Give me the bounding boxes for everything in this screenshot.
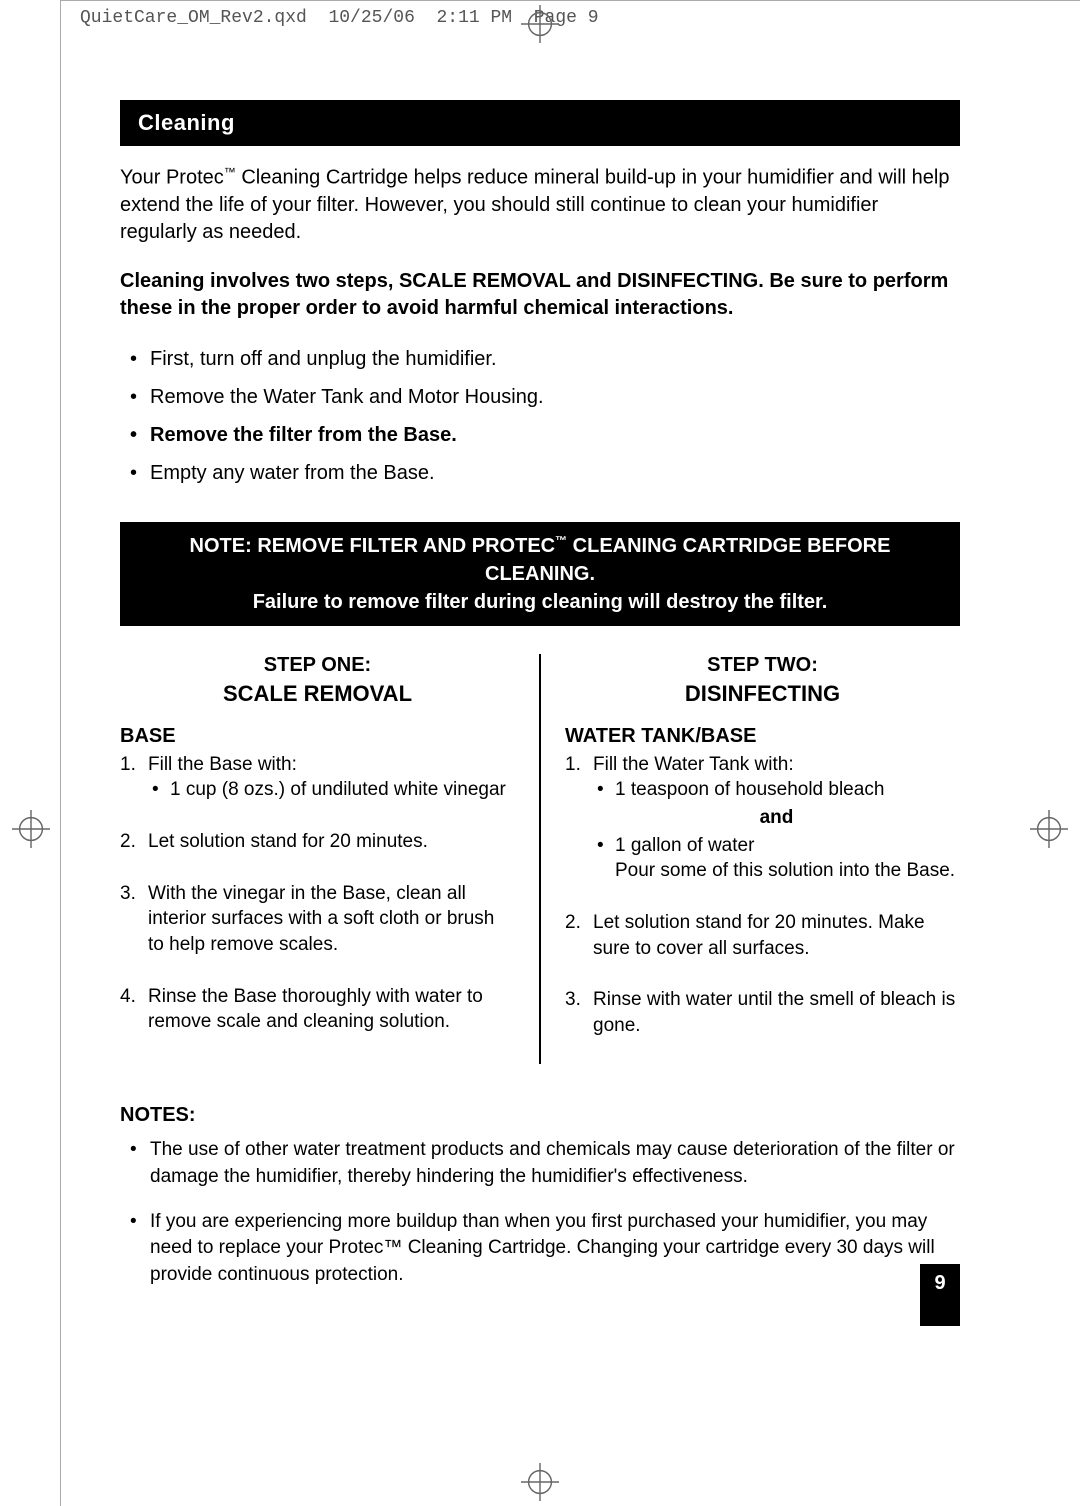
registration-mark-bottom (521, 1463, 559, 1501)
section-title: Cleaning (138, 110, 235, 135)
bullet-item: Remove the Water Tank and Motor Housing. (120, 378, 960, 416)
meta-filename: QuietCare_OM_Rev2.qxd (80, 8, 307, 28)
crop-frame-top (60, 0, 1080, 1)
crop-frame-left (60, 0, 61, 1506)
meta-date: 10/25/06 (328, 8, 414, 28)
bullet-item-bold: Remove the filter from the Base. (120, 416, 960, 454)
notes-heading: NOTES: (120, 1104, 960, 1127)
inner-bullet: 1 gallon of water (593, 833, 960, 859)
section-heading-bar: Cleaning (120, 100, 960, 146)
registration-mark-top (521, 5, 559, 43)
step-item: Fill the Water Tank with: 1 teaspoon of … (565, 752, 960, 884)
intro-pre: Your Protec (120, 167, 224, 189)
note-pre: NOTE: REMOVE FILTER AND PROTEC (190, 535, 556, 557)
step-label: STEP ONE: (120, 654, 515, 677)
step-lead: Fill the Base with: (148, 752, 515, 778)
step-label: STEP TWO: (565, 654, 960, 677)
step-item: Let solution stand for 20 minutes. (120, 829, 515, 855)
step-item: Fill the Base with: 1 cup (8 ozs.) of un… (120, 752, 515, 803)
step-two-list: Fill the Water Tank with: 1 teaspoon of … (565, 752, 960, 1039)
step-title: SCALE REMOVAL (120, 681, 515, 707)
step-one-column: STEP ONE: SCALE REMOVAL BASE Fill the Ba… (120, 654, 541, 1065)
notes-list: The use of other water treatment product… (120, 1137, 960, 1288)
step-title: DISINFECTING (565, 681, 960, 707)
registration-mark-left (12, 810, 50, 848)
inner-bullet: 1 teaspoon of household bleach (593, 777, 960, 803)
two-column-steps: STEP ONE: SCALE REMOVAL BASE Fill the Ba… (120, 654, 960, 1065)
registration-mark-right (1030, 810, 1068, 848)
bold-warning-paragraph: Cleaning involves two steps, SCALE REMOV… (120, 268, 960, 322)
page-content: Cleaning Your Protec™ Cleaning Cartridge… (120, 100, 960, 1306)
step-one-list: Fill the Base with: 1 cup (8 ozs.) of un… (120, 752, 515, 1035)
step-tail: Pour some of this solution into the Base… (593, 858, 960, 884)
note-item: The use of other water treatment product… (120, 1137, 960, 1190)
and-line: and (593, 805, 960, 831)
intro-paragraph: Your Protec™ Cleaning Cartridge helps re… (120, 164, 960, 246)
inner-bullet: 1 cup (8 ozs.) of undiluted white vinega… (148, 777, 515, 803)
step-item: Rinse with water until the smell of blea… (565, 987, 960, 1038)
step-lead: Fill the Water Tank with: (593, 752, 960, 778)
pre-clean-bullets: First, turn off and unplug the humidifie… (120, 340, 960, 492)
step-subhead: BASE (120, 725, 515, 748)
meta-time: 2:11 PM (436, 8, 512, 28)
note-item: If you are experiencing more buildup tha… (120, 1209, 960, 1289)
bullet-item: Empty any water from the Base. (120, 454, 960, 492)
intro-post: Cleaning Cartridge helps reduce mineral … (120, 167, 950, 243)
trademark-symbol: ™ (555, 533, 567, 547)
note-line2: Failure to remove filter during cleaning… (253, 591, 828, 613)
step-item: With the vinegar in the Base, clean all … (120, 881, 515, 958)
trademark-symbol: ™ (224, 165, 236, 179)
step-subhead: WATER TANK/BASE (565, 725, 960, 748)
step-item: Rinse the Base thoroughly with water to … (120, 984, 515, 1035)
note-warning-bar: NOTE: REMOVE FILTER AND PROTEC™ CLEANING… (120, 522, 960, 626)
bullet-item: First, turn off and unplug the humidifie… (120, 340, 960, 378)
step-two-column: STEP TWO: DISINFECTING WATER TANK/BASE F… (541, 654, 960, 1065)
page-number: 9 (934, 1272, 945, 1295)
page-number-tab: 9 (920, 1264, 960, 1326)
step-item: Let solution stand for 20 minutes. Make … (565, 910, 960, 961)
